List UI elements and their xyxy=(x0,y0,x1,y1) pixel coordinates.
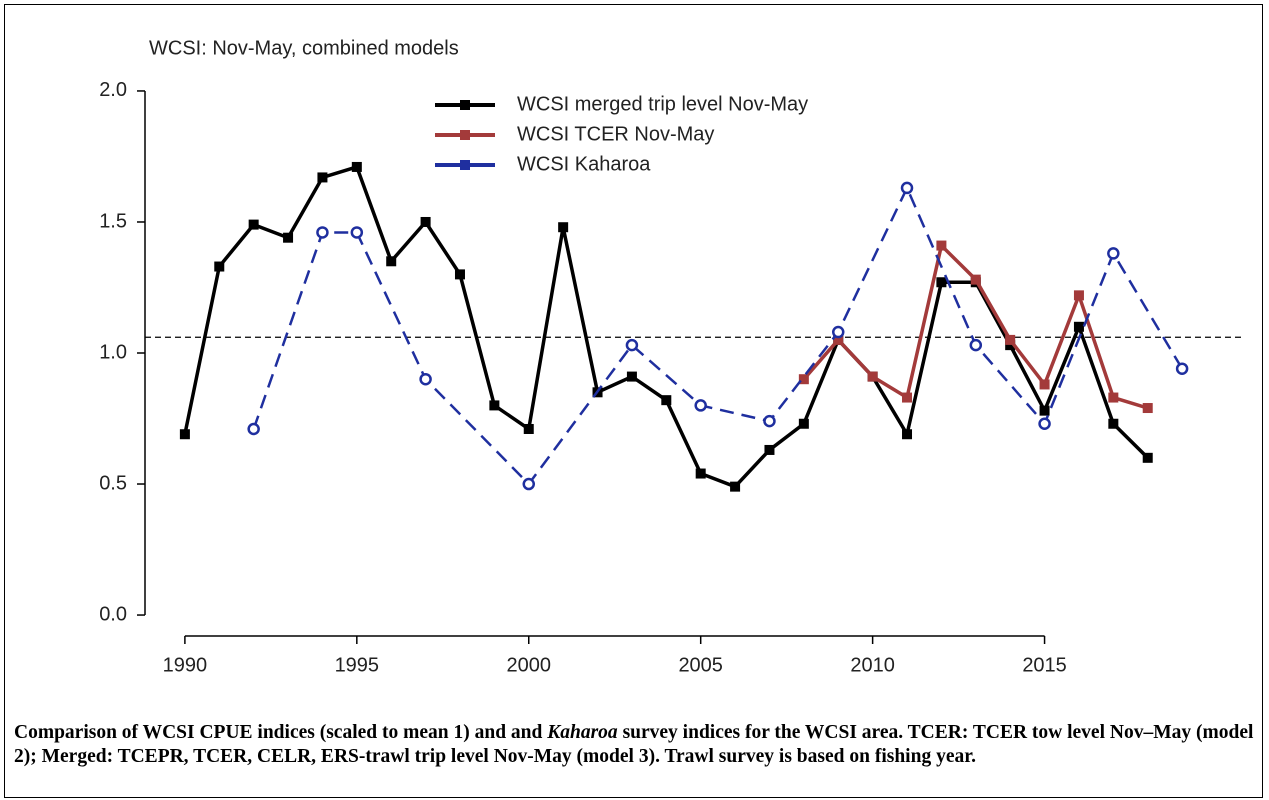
point xyxy=(317,172,328,183)
point xyxy=(454,269,465,280)
point xyxy=(1039,379,1050,390)
series-line xyxy=(802,242,1149,410)
point xyxy=(763,414,776,428)
point xyxy=(1175,362,1189,375)
point xyxy=(902,392,913,403)
caption-text: Comparison of WCSI CPUE indices (scaled … xyxy=(14,722,548,743)
legend-marker xyxy=(460,160,470,170)
caption-italic: Kaharoa xyxy=(547,722,618,743)
point xyxy=(969,338,983,352)
point xyxy=(730,481,741,492)
x-tick-label: 1990 xyxy=(163,654,208,676)
legend-marker xyxy=(460,130,470,140)
point xyxy=(283,232,294,243)
legend-marker xyxy=(460,100,470,110)
point xyxy=(489,400,500,411)
point xyxy=(661,395,672,406)
point xyxy=(831,325,845,339)
point xyxy=(1038,417,1051,430)
point xyxy=(867,371,878,382)
point xyxy=(1108,392,1119,403)
point xyxy=(900,181,914,195)
point xyxy=(1005,334,1016,345)
point xyxy=(558,222,569,233)
legend-label: WCSI TCER Nov-May xyxy=(517,123,714,145)
y-tick-label: 0.5 xyxy=(99,472,127,494)
point xyxy=(351,161,362,172)
point xyxy=(179,429,190,440)
point xyxy=(1005,340,1016,351)
caption-text: survey indices for the WCSI area. TCER: … xyxy=(14,722,1254,767)
point xyxy=(247,422,260,436)
x-tick-label: 2000 xyxy=(507,654,552,676)
chart-title: WCSI: Nov-May, combined models xyxy=(149,37,459,59)
point xyxy=(386,256,397,267)
point xyxy=(1107,247,1120,260)
point xyxy=(214,261,225,272)
point xyxy=(420,216,431,227)
point xyxy=(902,429,913,440)
point xyxy=(936,277,947,288)
point xyxy=(626,371,637,382)
point xyxy=(316,226,329,239)
point xyxy=(1073,321,1084,332)
point xyxy=(523,423,534,434)
caption: Comparison of WCSI CPUE indices (scaled … xyxy=(14,721,1254,769)
point xyxy=(936,240,947,251)
point xyxy=(522,477,536,491)
y-tick-label: 1.5 xyxy=(99,210,127,232)
point xyxy=(1142,452,1153,463)
x-tick-label: 2015 xyxy=(1022,654,1067,676)
x-tick-label: 2005 xyxy=(678,654,723,676)
chart: WCSI: Nov-May, combined models 0.0 0.5 1.0… xyxy=(99,37,1241,676)
y-tick-label: 2.0 xyxy=(99,79,127,101)
point xyxy=(419,372,432,386)
point xyxy=(1073,290,1084,301)
point xyxy=(764,444,775,455)
y-tick-label: 1.0 xyxy=(99,341,127,363)
point xyxy=(350,226,364,239)
point xyxy=(625,338,639,352)
x-tick-label: 1995 xyxy=(335,654,380,676)
x-tick-label: 2010 xyxy=(850,654,895,676)
point xyxy=(248,219,259,230)
legend-label: WCSI Kaharoa xyxy=(517,153,651,175)
point xyxy=(798,374,809,385)
point xyxy=(695,468,706,479)
legend-label: WCSI merged trip level Nov-May xyxy=(517,93,808,115)
point xyxy=(1108,418,1119,429)
point xyxy=(1142,403,1153,414)
point xyxy=(1039,405,1050,416)
point xyxy=(798,418,809,429)
point xyxy=(694,399,707,412)
figure-frame: WCSI: Nov-May, combined models 0.0 0.5 1.0… xyxy=(4,4,1263,798)
point xyxy=(970,274,981,285)
series-line xyxy=(252,184,1184,486)
point xyxy=(833,334,844,345)
y-tick-label: 0.0 xyxy=(99,603,127,625)
